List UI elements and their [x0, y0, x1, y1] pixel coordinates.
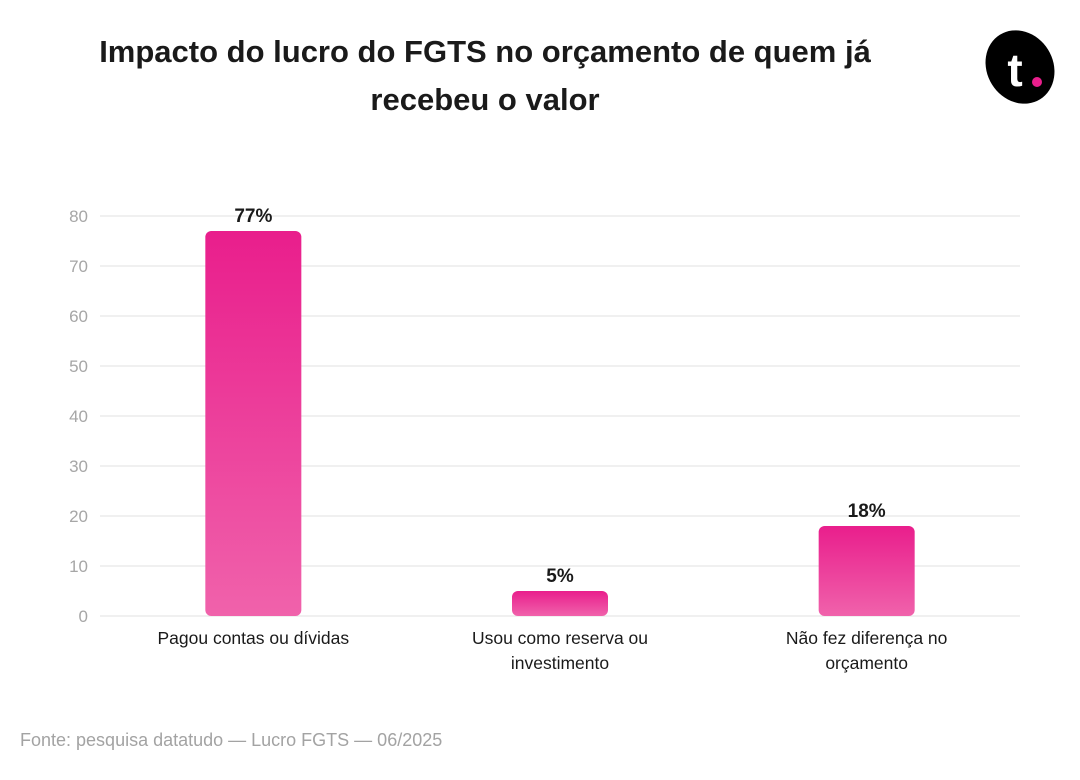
y-axis-ticks: 0 10 20 30 40 50 60 70 80	[69, 207, 88, 626]
logo-dot	[1032, 77, 1042, 87]
source-note: Fonte: pesquisa datatudo — Lucro FGTS — …	[20, 730, 443, 750]
logo-letter: t	[1007, 44, 1022, 96]
category-label: Não fez diferença no	[786, 628, 948, 648]
category-label: orçamento	[825, 653, 908, 673]
y-tick-label: 30	[69, 457, 88, 476]
y-tick-label: 50	[69, 357, 88, 376]
data-label: 77%	[234, 206, 272, 227]
bars	[205, 231, 915, 616]
data-labels: 77% 5% 18%	[234, 206, 885, 587]
y-tick-label: 60	[69, 307, 88, 326]
category-label: Pagou contas ou dívidas	[157, 628, 349, 648]
brand-logo-icon: t	[985, 30, 1055, 104]
y-tick-label: 70	[69, 257, 88, 276]
y-tick-label: 20	[69, 507, 88, 526]
y-tick-label: 10	[69, 557, 88, 576]
bar-chart: 0 10 20 30 40 50 60 70 80 77% 5% 18% Pagou contas …	[69, 206, 1020, 673]
category-labels: Pagou contas ou dívidas Usou como reserva…	[157, 628, 947, 673]
data-label: 18%	[848, 501, 886, 522]
bar	[818, 526, 915, 616]
y-tick-label: 0	[79, 607, 88, 626]
bar	[512, 591, 608, 616]
bar	[205, 231, 302, 616]
y-tick-label: 40	[69, 407, 88, 426]
y-tick-label: 80	[69, 207, 88, 226]
data-label: 5%	[546, 566, 574, 587]
category-label: investimento	[511, 653, 609, 673]
chart-title: Impacto do lucro do FGTS no orçamento de…	[99, 34, 871, 117]
category-label: Usou como reserva ou	[472, 628, 648, 648]
